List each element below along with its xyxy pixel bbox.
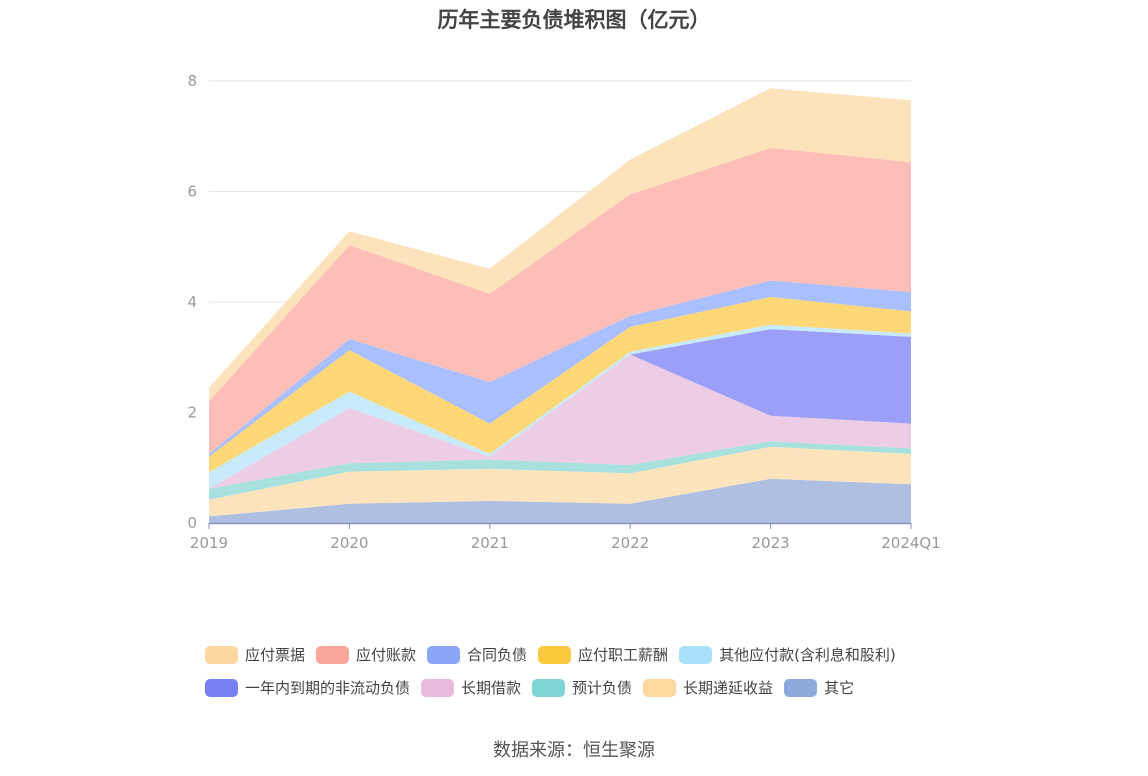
area-series-6 [209,324,911,489]
area-series-7 [209,297,911,473]
area-series-8 [209,280,911,457]
legend-row: 一年内到期的非流动负债 长期借款 预计负债 长期递延收益 其它 [205,671,965,704]
legend-row: 应付票据 应付账款 合同负债 应付职工薪酬 其他应付款(含利息和股利) [205,638,965,671]
x-tick-label: 2020 [330,534,368,552]
legend-item[interactable]: 应付票据 [205,644,305,665]
area-series [209,88,911,523]
area-series-1 [209,478,911,523]
x-tick-label: 2021 [471,534,509,552]
x-tick-label: 2024Q1 [881,534,941,552]
legend-swatch [538,645,572,664]
legend-label: 应付票据 [245,646,306,664]
legend-item[interactable]: 预计负债 [532,677,632,698]
legend-item[interactable]: 其它 [784,677,854,698]
legend-label: 一年内到期的非流动负债 [245,679,411,697]
x-tick-label: 2019 [190,534,228,552]
legend-item[interactable]: 其他应付款(含利息和股利) [679,644,896,665]
area-series-5 [209,329,911,489]
area-series-10 [209,88,911,402]
legend-label: 应付职工薪酬 [578,646,669,664]
legend-label: 应付账款 [356,646,417,664]
legend-item[interactable]: 长期递延收益 [643,677,773,698]
legend-swatch [205,645,238,664]
legend-label: 预计负债 [572,679,633,697]
legend-swatch [316,645,350,664]
legend-item[interactable]: 一年内到期的非流动负债 [205,677,410,698]
y-tick-label: 2 [187,404,197,422]
legend-item[interactable]: 长期借款 [421,677,521,698]
legend-label: 其他应付款(含利息和股利) [719,646,896,664]
x-tick-label: 2022 [611,534,649,552]
stacked-area-chart: 0 2 4 6 8 2019 2020 2021 2022 2023 2024Q1 [187,72,940,552]
area-series-2 [209,446,911,517]
chart-title: 历年主要负债堆积图（亿元） [437,8,711,32]
legend-swatch [205,678,238,697]
legend-swatch [643,678,677,697]
area-series-9 [209,147,911,454]
data-source: 数据来源：恒生聚源 [493,740,655,761]
axes: 0 2 4 6 8 2019 2020 2021 2022 2023 2024Q1 [187,72,940,552]
legend-item[interactable]: 应付职工薪酬 [538,644,668,665]
x-tick-label: 2023 [752,534,790,552]
area-series-4 [209,354,911,489]
legend-swatch [421,678,455,697]
y-tick-label: 8 [187,72,197,90]
y-tick-label: 4 [187,293,197,311]
area-series-3 [209,441,911,500]
legend-label: 其它 [824,679,855,697]
legend-item[interactable]: 合同负债 [427,644,527,665]
legend-label: 合同负债 [467,646,528,664]
legend-swatch [679,645,713,664]
legend-swatch [427,645,461,664]
legend-item[interactable]: 应付账款 [316,644,416,665]
legend: 应付票据 应付账款 合同负债 应付职工薪酬 其他应付款(含利息和股利) 一年内到期的非流动… [205,638,965,704]
legend-swatch [532,678,566,697]
legend-swatch [784,678,818,697]
legend-label: 长期借款 [461,679,522,697]
legend-label: 长期递延收益 [683,679,774,697]
y-tick-label: 6 [187,183,197,201]
y-tick-label: 0 [187,514,197,532]
